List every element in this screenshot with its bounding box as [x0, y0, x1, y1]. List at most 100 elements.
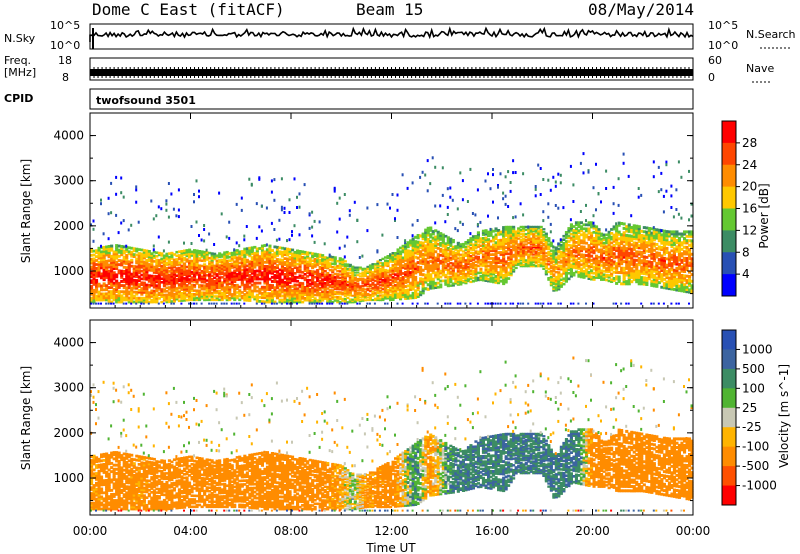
heat-cell: [286, 261, 290, 265]
heat-cell: [328, 263, 332, 267]
heat-cell: [481, 275, 485, 278]
heat-cell: [343, 244, 346, 248]
heat-cell: [220, 262, 224, 265]
heat-cell: [230, 294, 234, 298]
heat-cell: [218, 290, 222, 293]
heat-cell: [368, 270, 372, 273]
heat-cell: [338, 246, 341, 250]
heat-cell: [487, 238, 491, 241]
heat-cell: [288, 211, 291, 214]
heat-cell: [145, 272, 149, 275]
heat-cell: [479, 258, 483, 262]
heat-cell: [150, 267, 154, 270]
heat-cell: [115, 279, 119, 283]
heat-cell: [411, 250, 415, 254]
heat-cell: [474, 238, 478, 241]
heat-cell: [130, 290, 134, 294]
heat-cell: [311, 281, 315, 284]
heat-cell: [167, 286, 171, 289]
heat-cell: [502, 226, 506, 229]
heat-cell: [449, 249, 453, 253]
heat-cell: [213, 252, 217, 256]
heat-cell: [225, 268, 229, 272]
heat-cell: [343, 255, 346, 259]
heat-cell: [368, 268, 372, 271]
heat-cell: [431, 286, 435, 290]
heat-cell: [481, 264, 485, 267]
heat-cell: [112, 275, 116, 279]
heat-cell: [446, 243, 450, 246]
heat-cell: [105, 253, 109, 257]
heat-cell: [456, 244, 460, 248]
heat-cell: [162, 256, 166, 259]
heat-cell: [268, 269, 272, 273]
heat-cell: [248, 274, 252, 277]
heat-cell: [341, 291, 345, 294]
heat-cell: [102, 276, 106, 280]
heat-cell: [353, 299, 357, 302]
heat-cell: [424, 253, 428, 257]
heat-cell: [456, 263, 460, 266]
heat-cell: [471, 265, 475, 268]
heat-cell: [409, 275, 413, 279]
heat-cell: [439, 242, 443, 245]
heat-cell: [270, 255, 274, 259]
heat-cell: [441, 266, 445, 269]
heat-cell: [190, 263, 194, 266]
heat-cell: [97, 292, 101, 296]
heat-cell: [502, 244, 506, 248]
heat-cell: [356, 298, 360, 301]
heat-cell: [361, 281, 365, 284]
heat-cell: [230, 302, 233, 305]
noise-left-tick-low: 10^0: [50, 39, 80, 52]
heat-cell: [270, 253, 274, 257]
heat-cell: [210, 288, 214, 291]
heat-cell: [213, 273, 217, 276]
heat-cell: [404, 249, 408, 252]
heat-cell: [220, 270, 224, 274]
heat-cell: [208, 270, 212, 274]
heat-cell: [348, 284, 352, 287]
heat-cell: [522, 213, 525, 217]
heat-cell: [135, 298, 139, 302]
heat-cell: [492, 278, 496, 282]
heat-cell: [162, 293, 166, 297]
heat-cell: [140, 291, 144, 294]
heat-cell: [476, 250, 480, 254]
heat-cell: [95, 251, 99, 254]
heat-cell: [557, 302, 560, 305]
heat-cell: [233, 269, 237, 273]
heat-cell: [399, 276, 403, 280]
heat-cell: [343, 287, 347, 290]
heat-cell: [358, 292, 362, 295]
heat-cell: [459, 247, 463, 250]
heat-cell: [205, 286, 209, 289]
heat-cell: [441, 250, 445, 254]
heat-cell: [180, 288, 184, 291]
heat-cell: [291, 258, 295, 261]
heat-cell: [404, 281, 408, 284]
heat-cell: [238, 292, 242, 296]
heat-cell: [514, 251, 518, 254]
heat-cell: [376, 297, 380, 300]
heat-cell: [341, 297, 345, 301]
heat-cell: [215, 290, 219, 293]
heat-cell: [223, 267, 227, 270]
heat-cell: [318, 262, 322, 265]
heat-cell: [92, 219, 95, 223]
heat-cell: [100, 266, 104, 270]
heat-cell: [298, 283, 302, 287]
heat-cell: [291, 254, 295, 258]
heat-cell: [421, 284, 425, 288]
heat-cell: [278, 290, 282, 294]
heat-cell: [414, 240, 418, 244]
heat-cell: [228, 273, 232, 277]
heat-cell: [100, 298, 104, 302]
heat-cell: [235, 269, 239, 272]
heat-cell: [492, 270, 496, 274]
heat-cell: [235, 296, 239, 300]
heat-cell: [100, 256, 104, 260]
heat-cell: [318, 286, 322, 290]
heat-cell: [95, 271, 99, 274]
